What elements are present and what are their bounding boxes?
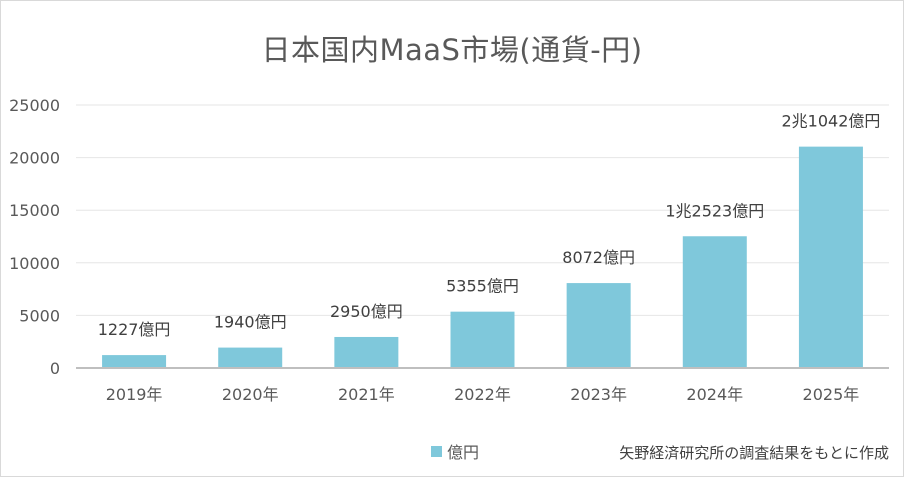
bar	[334, 336, 399, 368]
source-note: 矢野経済研究所の調査結果をもとに作成	[619, 444, 889, 462]
bar	[102, 355, 167, 368]
y-tick-label: 5000	[19, 306, 60, 325]
bar	[798, 146, 863, 368]
data-label: 2950億円	[330, 302, 403, 321]
bar	[218, 347, 283, 368]
x-tick-label: 2024年	[686, 385, 743, 404]
x-tick-label: 2021年	[338, 385, 395, 404]
x-tick-label: 2022年	[454, 385, 511, 404]
y-tick-label: 15000	[9, 201, 60, 220]
legend: 億円	[431, 439, 479, 463]
data-label: 1940億円	[214, 313, 287, 332]
bar	[566, 283, 631, 368]
data-label: 1兆2523億円	[665, 201, 764, 220]
data-label: 5355億円	[446, 277, 519, 296]
bar	[450, 311, 515, 368]
x-tick-label: 2020年	[222, 385, 279, 404]
data-label: 8072億円	[562, 248, 635, 267]
x-tick-label: 2023年	[570, 385, 627, 404]
y-tick-label: 20000	[9, 149, 60, 168]
data-label: 1227億円	[98, 320, 171, 339]
y-tick-label: 10000	[9, 254, 60, 273]
legend-swatch	[431, 445, 442, 457]
x-tick-label: 2025年	[803, 385, 860, 404]
x-tick-label: 2019年	[106, 385, 163, 404]
y-tick-label: 0	[50, 359, 60, 378]
legend-label: 億円	[447, 443, 480, 462]
bar-chart: 0 5000 10000 15000 20000 25000 1227億円 2019年 1940…	[9, 96, 889, 404]
bar	[682, 236, 747, 368]
data-label: 2兆1042億円	[781, 112, 880, 131]
chart-title: 日本国内MaaS市場(通貨-円)	[261, 33, 643, 67]
y-tick-label: 25000	[9, 96, 60, 115]
